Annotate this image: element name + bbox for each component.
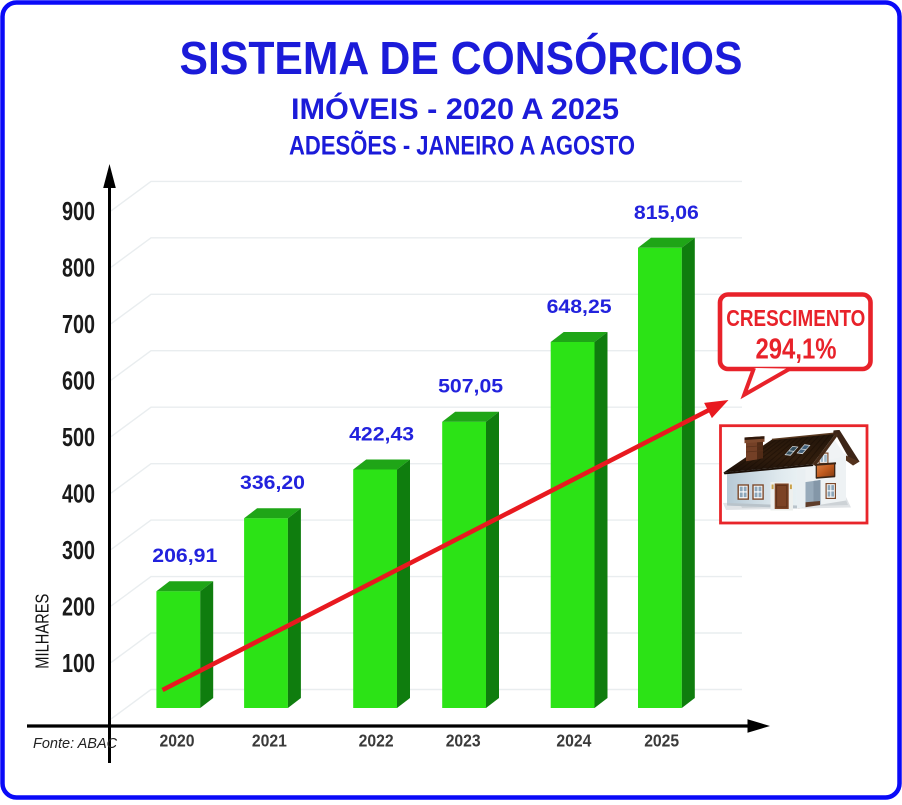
svg-text:206,91: 206,91 [152, 545, 217, 567]
svg-text:800: 800 [62, 255, 95, 283]
svg-text:100: 100 [62, 650, 95, 678]
svg-text:MILHARES: MILHARES [33, 594, 53, 669]
svg-text:2020: 2020 [160, 731, 195, 751]
svg-text:500: 500 [62, 424, 95, 452]
svg-text:IMÓVEIS - 2020 A 2025: IMÓVEIS - 2020 A 2025 [291, 92, 619, 126]
svg-text:294,1%: 294,1% [756, 334, 837, 366]
svg-text:600: 600 [62, 368, 95, 396]
svg-text:700: 700 [62, 311, 95, 339]
svg-text:Fonte: ABAC: Fonte: ABAC [33, 736, 118, 752]
svg-text:422,43: 422,43 [349, 423, 414, 445]
svg-text:900: 900 [62, 198, 95, 226]
svg-text:2022: 2022 [359, 731, 394, 751]
svg-text:2025: 2025 [644, 731, 679, 751]
svg-text:2023: 2023 [446, 731, 481, 751]
svg-text:SISTEMA DE CONSÓRCIOS: SISTEMA DE CONSÓRCIOS [180, 32, 743, 84]
svg-text:2021: 2021 [252, 731, 287, 751]
svg-text:648,25: 648,25 [547, 296, 612, 318]
svg-text:815,06: 815,06 [634, 202, 699, 224]
svg-text:400: 400 [62, 480, 95, 508]
svg-text:ADESÕES - JANEIRO A AGOSTO: ADESÕES - JANEIRO A AGOSTO [289, 130, 635, 161]
svg-text:300: 300 [62, 537, 95, 565]
svg-text:336,20: 336,20 [240, 472, 305, 494]
svg-text:CRESCIMENTO: CRESCIMENTO [726, 305, 865, 331]
svg-text:2024: 2024 [556, 731, 591, 751]
svg-text:507,05: 507,05 [438, 376, 503, 398]
svg-text:200: 200 [62, 593, 95, 621]
